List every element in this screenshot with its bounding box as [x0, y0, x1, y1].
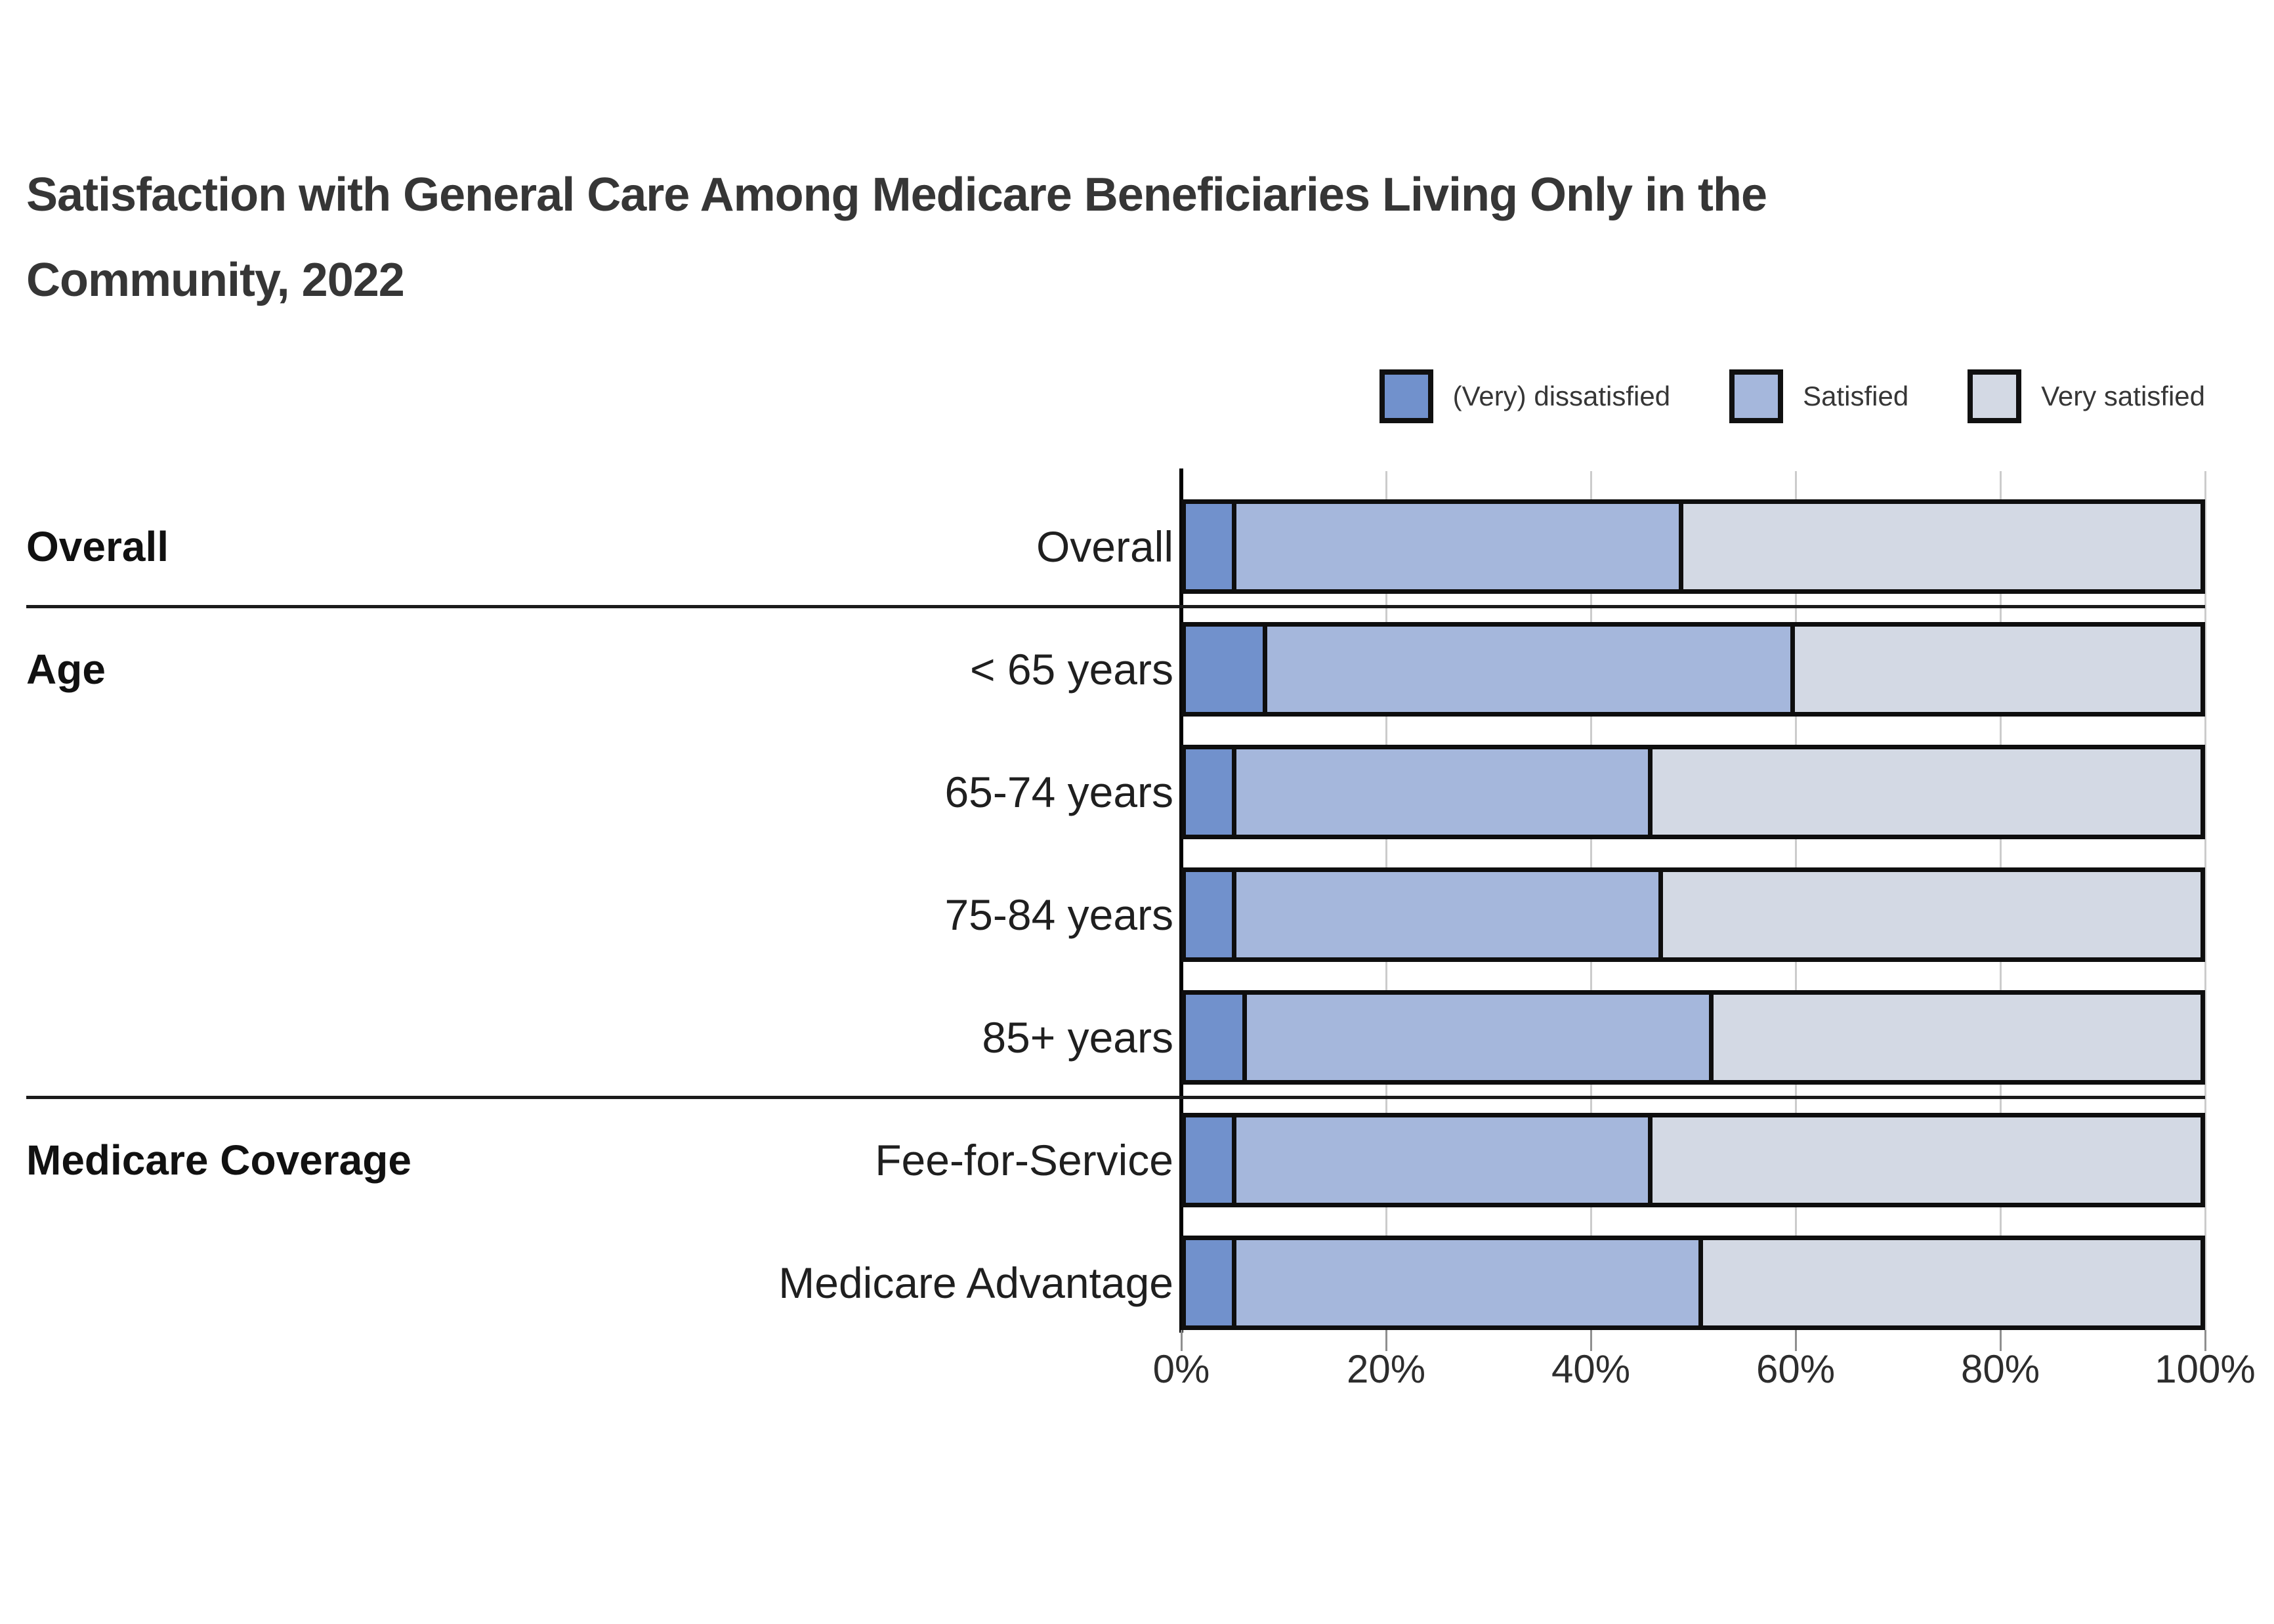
segment-very-satisfied-75-84-years [1662, 872, 2200, 957]
legend-label-satisfied: Satisfied [1803, 381, 1909, 411]
segment-satisfied-65-years [1267, 627, 1795, 712]
tick-label-60: 60% [1756, 1347, 1836, 1391]
chart-title-line-1: Satisfaction with General Care Among Med… [26, 169, 1767, 221]
legend-item-very-satisfied: Very satisfied [1968, 369, 2205, 423]
segment-satisfied-fee-for-service [1236, 1117, 1653, 1203]
gridline-100 [2204, 471, 2206, 1330]
tick-mark-80 [2000, 1330, 2002, 1351]
row-label-overall: Overall [1036, 522, 1173, 571]
chart-title: Satisfaction with General Care Among Med… [26, 152, 2251, 323]
segment-very-dissatisfied-overall [1186, 504, 1237, 589]
segment-very-dissatisfied-65-years [1186, 627, 1267, 712]
group-separator-1 [26, 605, 2205, 608]
tick-mark-60 [1795, 1330, 1797, 1351]
segment-very-satisfied-65-74-years [1653, 749, 2200, 835]
tick-mark-100 [2204, 1330, 2206, 1351]
row-label-medicare-advantage: Medicare Advantage [778, 1259, 1173, 1307]
bar-65-years [1181, 622, 2205, 717]
segment-satisfied-65-74-years [1236, 749, 1653, 835]
segment-very-dissatisfied-65-74-years [1186, 749, 1237, 835]
row-label-65-years: < 65 years [969, 645, 1173, 694]
group-label-medicare-coverage: Medicare Coverage [26, 1136, 411, 1184]
tick-mark-40 [1590, 1330, 1592, 1351]
legend-swatch-very-dissatisfied [1379, 369, 1433, 423]
tick-label-100: 100% [2155, 1347, 2256, 1391]
segment-very-dissatisfied-75-84-years [1186, 872, 1237, 957]
legend-swatch-very-satisfied [1968, 369, 2022, 423]
chart-title-line-2: Community, 2022 [26, 254, 405, 306]
legend-label-very-dissatisfied: (Very) dissatisfied [1452, 381, 1671, 411]
tick-mark-0 [1181, 1330, 1183, 1351]
legend-item-satisfied: Satisfied [1729, 369, 1908, 423]
tick-label-80: 80% [1960, 1347, 2040, 1391]
tick-label-20: 20% [1346, 1347, 1426, 1391]
segment-satisfied-overall [1236, 504, 1683, 589]
legend-item-very-dissatisfied: (Very) dissatisfied [1379, 369, 1670, 423]
legend: (Very) dissatisfied Satisfied Very satis… [1379, 369, 2205, 423]
segment-very-satisfied-65-years [1794, 627, 2200, 712]
segment-very-dissatisfied-medicare-advantage [1186, 1240, 1237, 1325]
segment-very-satisfied-medicare-advantage [1703, 1240, 2200, 1325]
segment-satisfied-75-84-years [1236, 872, 1663, 957]
segment-satisfied-85-years [1246, 995, 1714, 1080]
legend-swatch-satisfied [1729, 369, 1784, 423]
row-label-fee-for-service: Fee-for-Service [875, 1136, 1173, 1184]
tick-mark-20 [1385, 1330, 1387, 1351]
group-label-age: Age [26, 646, 106, 693]
bar-85-years [1181, 990, 2205, 1085]
bar-medicare-advantage [1181, 1236, 2205, 1330]
segment-very-dissatisfied-85-years [1186, 995, 1247, 1080]
segment-very-satisfied-fee-for-service [1653, 1117, 2200, 1203]
segment-very-dissatisfied-fee-for-service [1186, 1117, 1237, 1203]
group-label-overall: Overall [26, 523, 169, 570]
row-label-75-84-years: 75-84 years [944, 890, 1173, 939]
bar-fee-for-service [1181, 1113, 2205, 1207]
segment-very-satisfied-overall [1683, 504, 2200, 589]
bar-overall [1181, 499, 2205, 594]
row-label-85-years: 85+ years [982, 1013, 1173, 1062]
row-label-65-74-years: 65-74 years [944, 768, 1173, 816]
legend-label-very-satisfied: Very satisfied [2041, 381, 2205, 411]
bar-75-84-years [1181, 867, 2205, 962]
segment-satisfied-medicare-advantage [1236, 1240, 1704, 1325]
bar-65-74-years [1181, 745, 2205, 839]
tick-label-0: 0% [1152, 1347, 1210, 1391]
segment-very-satisfied-85-years [1713, 995, 2200, 1080]
tick-label-40: 40% [1551, 1347, 1631, 1391]
group-separator-2 [26, 1096, 2205, 1099]
